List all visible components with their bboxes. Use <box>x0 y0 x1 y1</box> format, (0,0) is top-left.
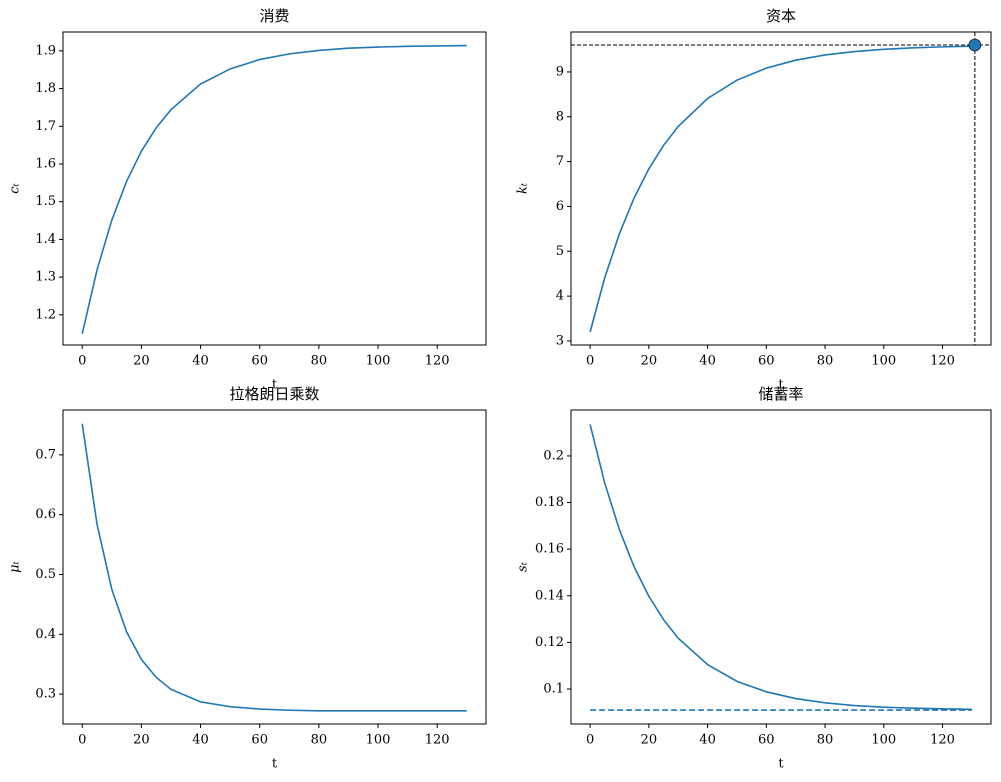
x-tick-label: 0 <box>78 354 86 369</box>
y-tick-label: 9 <box>556 64 564 79</box>
x-tick-label: 100 <box>871 354 896 369</box>
x-tick-label: 120 <box>930 733 955 748</box>
axes-frame <box>570 31 992 346</box>
steady-state-point <box>968 38 982 52</box>
y-tick-label: 1.2 <box>35 307 56 322</box>
y-tick-label: 1.7 <box>35 119 56 134</box>
y-tick-label: 1.3 <box>35 270 56 285</box>
y-tick-label: 1.4 <box>35 232 56 247</box>
x-tick-label: 80 <box>817 733 834 748</box>
title: 储蓄率 <box>758 385 803 403</box>
y-tick-label: 0.12 <box>535 635 564 650</box>
title: 消费 <box>259 7 289 25</box>
y-tick-label: 0.1 <box>543 682 564 697</box>
x-tick-label: 120 <box>425 733 450 748</box>
y-tick-label: 6 <box>556 199 564 214</box>
y-tick-label: 0.7 <box>35 447 56 462</box>
y-tick-label: 1.5 <box>35 194 56 209</box>
x-tick-label: 0 <box>586 733 594 748</box>
x-tick-label: 120 <box>425 354 450 369</box>
title: 资本 <box>766 7 796 25</box>
y-tick-label: 0.2 <box>543 448 564 463</box>
x-tick-label: 40 <box>192 354 209 369</box>
y-tick-label: 0.18 <box>535 495 564 510</box>
y-tick-label: 0.14 <box>535 588 564 603</box>
x-axis-label: t <box>272 378 278 393</box>
x-tick-label: 20 <box>641 733 658 748</box>
x-tick-label: 100 <box>366 354 391 369</box>
x-tick-label: 60 <box>251 733 268 748</box>
y-axis-label: cₜ <box>8 182 23 193</box>
x-tick-label: 80 <box>311 733 328 748</box>
x-tick-label: 80 <box>817 354 834 369</box>
x-tick-label: 0 <box>78 733 86 748</box>
x-tick-label: 60 <box>758 733 775 748</box>
y-tick-label: 7 <box>556 154 564 169</box>
data-line <box>589 424 972 711</box>
x-tick-label: 40 <box>699 354 716 369</box>
y-axis-label: μₜ <box>8 560 23 572</box>
x-tick-label: 100 <box>366 733 391 748</box>
data-line <box>589 45 972 333</box>
data-line <box>81 44 467 334</box>
y-tick-label: 0.16 <box>535 542 564 557</box>
x-tick-label: 20 <box>133 354 150 369</box>
y-tick-label: 3 <box>556 333 564 348</box>
x-axis-label: t <box>272 757 278 772</box>
y-tick-label: 0.6 <box>35 507 56 522</box>
x-axis-label: t <box>778 757 784 772</box>
axes-frame <box>62 31 487 346</box>
y-tick-label: 1.6 <box>35 156 56 171</box>
x-tick-label: 0 <box>586 354 594 369</box>
y-tick-label: 1.9 <box>35 43 56 58</box>
y-tick-label: 0.4 <box>35 627 56 642</box>
axes-frame <box>570 409 992 725</box>
y-tick-label: 5 <box>556 244 564 259</box>
x-tick-label: 60 <box>251 354 268 369</box>
x-axis-label: t <box>778 378 784 393</box>
y-tick-label: 1.8 <box>35 81 56 96</box>
x-tick-label: 40 <box>699 733 716 748</box>
data-line <box>81 423 467 712</box>
y-axis-label: kₜ <box>516 182 531 194</box>
y-tick-label: 0.5 <box>35 567 56 582</box>
y-tick-label: 8 <box>556 109 564 124</box>
x-tick-label: 80 <box>311 354 328 369</box>
x-tick-label: 120 <box>930 354 955 369</box>
x-tick-label: 100 <box>871 733 896 748</box>
y-tick-label: 0.3 <box>35 687 56 702</box>
x-tick-label: 40 <box>192 733 209 748</box>
x-tick-label: 60 <box>758 354 775 369</box>
title: 拉格朗日乘数 <box>229 385 319 403</box>
y-axis-label: sₜ <box>516 561 531 572</box>
y-tick-label: 4 <box>556 289 564 304</box>
x-tick-label: 20 <box>133 733 150 748</box>
x-tick-label: 20 <box>641 354 658 369</box>
axes-frame <box>62 409 487 725</box>
